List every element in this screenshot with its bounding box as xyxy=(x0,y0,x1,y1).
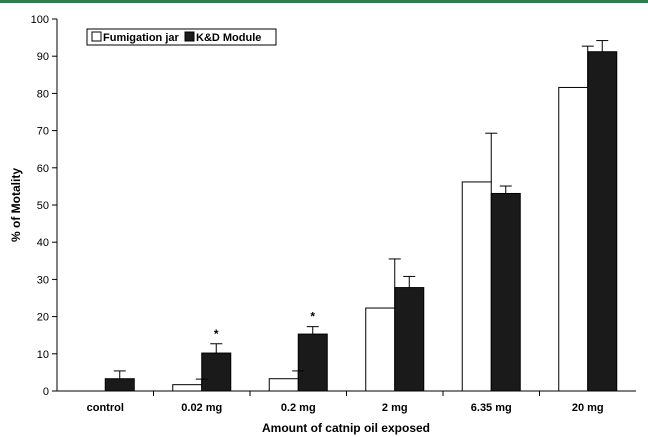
y-tick-label: 20 xyxy=(37,312,49,324)
y-tick-label: 50 xyxy=(37,200,49,212)
bar-kd-module xyxy=(104,378,135,392)
y-tick-label: 60 xyxy=(37,163,49,175)
x-tick-label: 6.35 mg xyxy=(471,402,512,414)
legend-label-kd-module: K&D Module xyxy=(196,32,261,44)
bar-kd-module xyxy=(201,352,232,392)
x-tick-label: 0.2 mg xyxy=(281,402,316,414)
y-tick-label: 90 xyxy=(37,51,49,63)
bar-kd-module xyxy=(394,287,425,392)
significance-marker: * xyxy=(310,310,315,324)
x-tick-label: 20 mg xyxy=(572,402,604,414)
bar-fumigation-jar xyxy=(461,181,492,392)
bar-kd-module xyxy=(490,192,521,392)
y-tick-label: 10 xyxy=(37,349,49,361)
y-tick-label: 80 xyxy=(37,88,49,100)
bar-fumigation-jar xyxy=(172,384,203,392)
annotations: ** xyxy=(214,310,316,341)
y-tick-label: 30 xyxy=(37,274,49,286)
bars xyxy=(104,51,618,392)
bar-fumigation-jar xyxy=(268,378,299,392)
x-axis-title: Amount of catnip oil exposed xyxy=(262,421,430,435)
bar-fumigation-jar xyxy=(365,307,396,392)
bar-kd-module xyxy=(297,333,328,392)
legend-swatch-fumigation xyxy=(91,31,102,42)
y-axis-ticks: 0 10 20 30 40 50 60 70 80 90 100 xyxy=(31,14,57,398)
x-tick-label: 0.02 mg xyxy=(181,402,222,414)
bar-kd-module xyxy=(587,51,618,392)
legend: Fumigation jar K&D Module xyxy=(86,28,277,46)
legend-swatch-kd-module xyxy=(184,31,195,42)
y-tick-label: 40 xyxy=(37,237,49,249)
top-accent-line xyxy=(0,0,648,3)
y-tick-label: 100 xyxy=(31,14,49,26)
y-tick-label: 0 xyxy=(43,386,49,398)
error-bars xyxy=(113,40,609,385)
bar-fumigation-jar xyxy=(558,86,589,392)
x-tick-label: control xyxy=(87,402,124,414)
legend-label-fumigation: Fumigation jar xyxy=(103,32,180,44)
y-axis-title: % of Motality xyxy=(9,168,23,242)
x-tick-label: 2 mg xyxy=(382,402,408,414)
y-tick-label: 70 xyxy=(37,126,49,138)
x-axis-categories: control 0.02 mg 0.2 mg 2 mg 6.35 mg 20 mg xyxy=(87,391,604,414)
significance-marker: * xyxy=(214,327,219,341)
legend-frame xyxy=(86,28,277,46)
